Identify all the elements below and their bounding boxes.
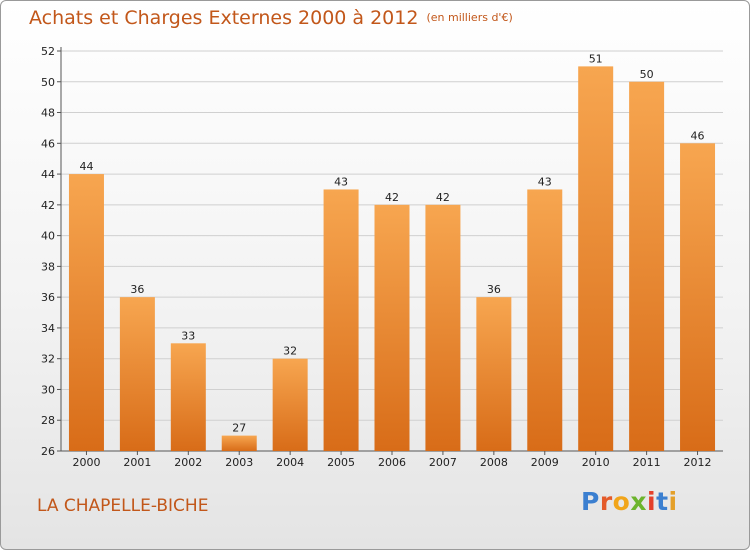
bar-value-label: 33 [181, 329, 195, 342]
bar [272, 358, 308, 451]
x-tick-label: 2001 [123, 456, 151, 469]
y-tick-label: 36 [41, 291, 55, 304]
x-tick-label: 2004 [276, 456, 304, 469]
bar-value-label: 42 [436, 191, 450, 204]
bar-value-label: 36 [487, 283, 501, 296]
bar [374, 204, 410, 451]
y-tick-label: 42 [41, 199, 55, 212]
logo-letter: P [581, 487, 600, 516]
logo-letter: i [647, 487, 657, 516]
proxiti-logo: Proxiti [581, 487, 678, 516]
bar-value-label: 27 [232, 422, 246, 435]
bar [425, 204, 461, 451]
y-tick-label: 28 [41, 414, 55, 427]
x-tick-label: 2007 [429, 456, 457, 469]
logo-letter: o [612, 487, 631, 516]
y-tick-label: 32 [41, 353, 55, 366]
y-tick-label: 44 [41, 168, 55, 181]
x-tick-label: 2000 [72, 456, 100, 469]
logo-letter: r [599, 487, 613, 516]
bar-value-label: 50 [640, 68, 654, 81]
bar [221, 435, 257, 451]
y-tick-label: 52 [41, 45, 55, 58]
chart-title: Achats et Charges Externes 2000 à 2012 [29, 7, 419, 29]
bar-value-label: 32 [283, 345, 297, 358]
y-tick-label: 26 [41, 445, 55, 458]
bar [476, 297, 512, 451]
x-tick-label: 2010 [582, 456, 610, 469]
x-tick-label: 2011 [633, 456, 661, 469]
x-tick-label: 2006 [378, 456, 406, 469]
y-tick-label: 40 [41, 230, 55, 243]
logo-letter: t [656, 487, 669, 516]
logo-letter: x [630, 487, 647, 516]
x-tick-label: 2009 [531, 456, 559, 469]
bar [527, 189, 563, 451]
bar [578, 66, 614, 451]
y-tick-label: 34 [41, 322, 55, 335]
chart-title-block: Achats et Charges Externes 2000 à 2012 (e… [29, 7, 513, 29]
bar [170, 343, 206, 451]
y-tick-label: 46 [41, 137, 55, 150]
x-tick-label: 2005 [327, 456, 355, 469]
bar [119, 297, 155, 451]
y-tick-label: 48 [41, 107, 55, 120]
bar-value-label: 51 [589, 52, 603, 65]
x-tick-label: 2008 [480, 456, 508, 469]
chart-subtitle: (en milliers d'€) [426, 11, 513, 24]
bar [629, 81, 665, 452]
bar-value-label: 44 [79, 160, 93, 173]
logo-letter: i [668, 487, 678, 516]
bar [323, 189, 359, 451]
bar [68, 174, 104, 452]
y-tick-label: 50 [41, 76, 55, 89]
bar-value-label: 36 [130, 283, 144, 296]
x-tick-label: 2002 [174, 456, 202, 469]
bar-value-label: 42 [385, 191, 399, 204]
y-tick-label: 38 [41, 260, 55, 273]
x-tick-label: 2003 [225, 456, 253, 469]
bar-value-label: 43 [538, 175, 552, 188]
bar [680, 143, 716, 452]
bar-value-label: 46 [691, 129, 705, 142]
x-tick-label: 2012 [684, 456, 712, 469]
y-tick-label: 30 [41, 383, 55, 396]
bar-value-label: 43 [334, 175, 348, 188]
location-name: LA CHAPELLE-BICHE [37, 496, 209, 516]
